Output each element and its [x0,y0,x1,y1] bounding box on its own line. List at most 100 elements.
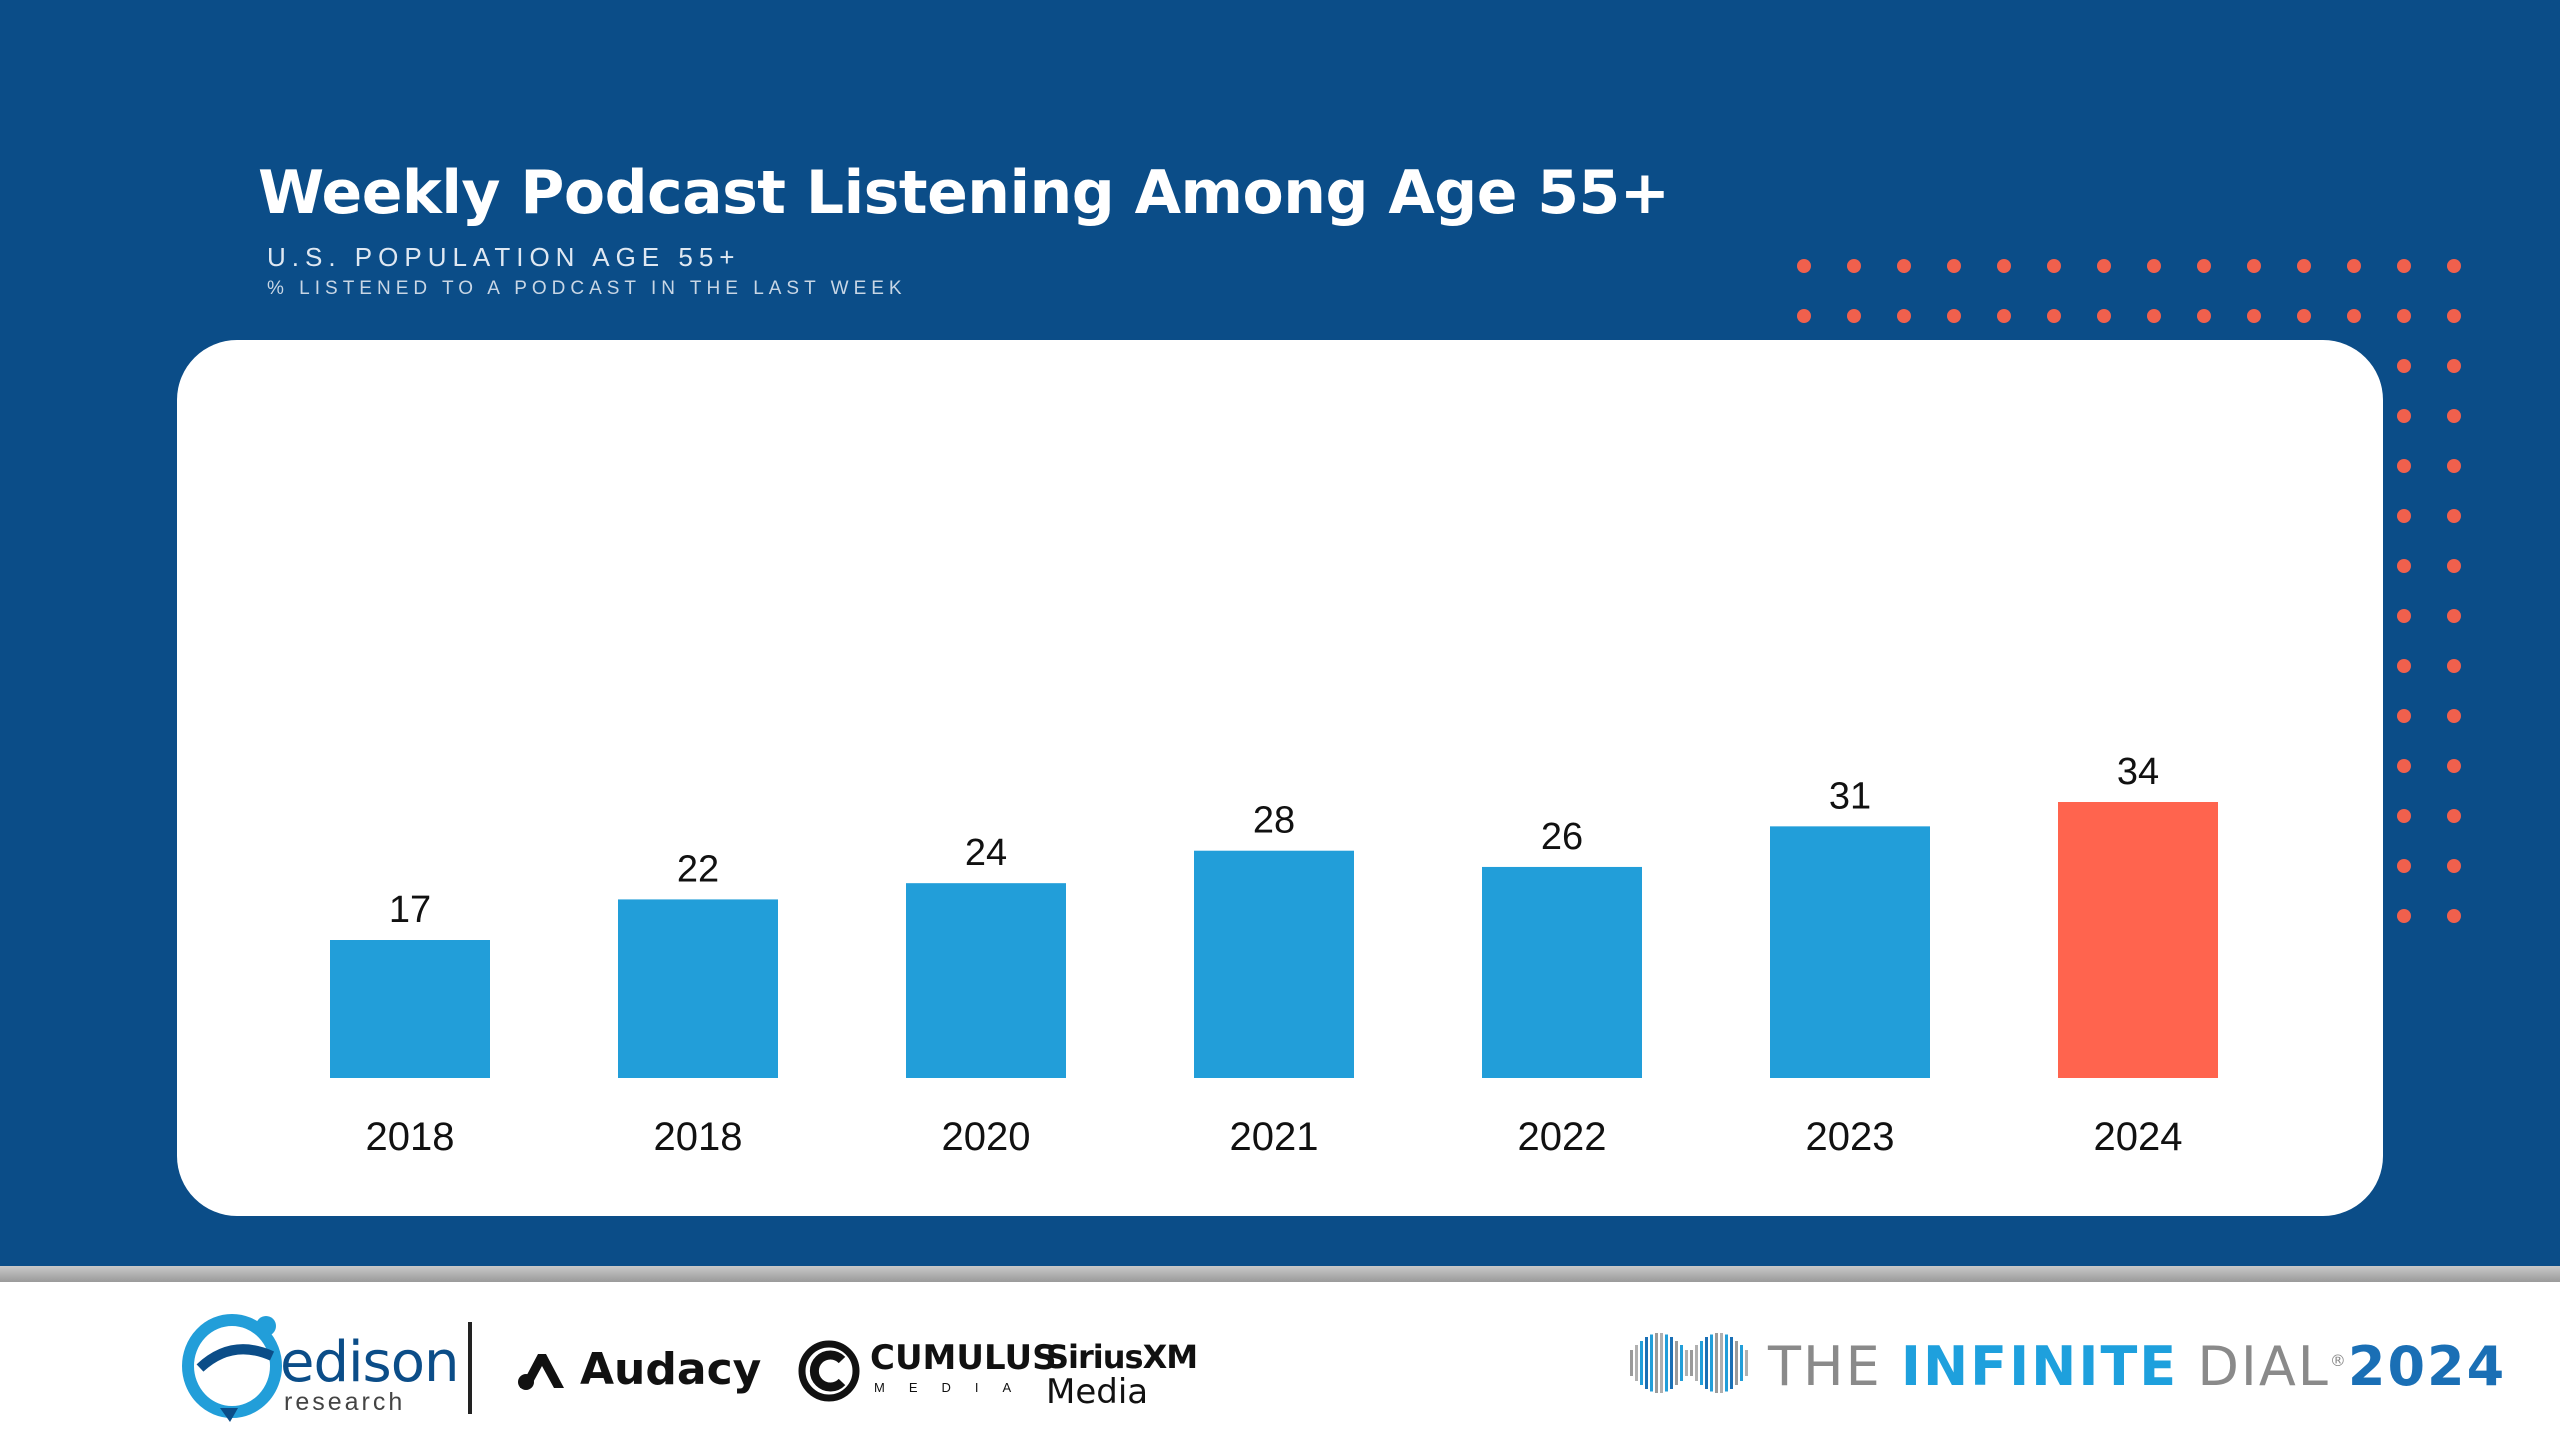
accent-dot [1797,309,1811,323]
infinity-stripe [1680,1345,1683,1381]
accent-dot [2147,259,2161,273]
accent-dot [2447,559,2461,573]
accent-dot [2397,659,2411,673]
accent-dot [2397,259,2411,273]
x-tick-label: 2020 [942,1115,1031,1159]
accent-dot [2447,359,2461,373]
chart-subtitle: U.S. POPULATION AGE 55+ [267,242,741,272]
accent-dot [1797,259,1811,273]
accent-dot [2397,459,2411,473]
chart-title: Weekly Podcast Listening Among Age 55+ [258,158,1670,228]
chart-card: 17 2018 22 2018 24 2020 28 2021 26 2022 31 2023 34 20… [177,340,2383,1216]
data-label: 22 [677,848,719,890]
cumulus-wordmark: CUMULUS [870,1338,1057,1378]
accent-dot [2197,259,2211,273]
x-tick-label: 2023 [1806,1115,1895,1159]
registered-mark: ® [2329,1351,2348,1370]
accent-dot [1947,309,1961,323]
infinity-stripe [1630,1350,1633,1376]
data-label: 26 [1541,816,1583,858]
accent-dot [2447,509,2461,523]
accent-dot [2447,709,2461,723]
data-label: 17 [389,889,431,931]
accent-dot [2397,359,2411,373]
accent-dot [2347,259,2361,273]
bar-2022-4 [1482,866,1642,1078]
accent-dot [2097,259,2111,273]
accent-dot [2397,409,2411,423]
infinite-dial-wordmark: THE INFINITE DIAL®2024 [1768,1335,2506,1398]
accent-dot [2197,309,2211,323]
accent-dot [2397,759,2411,773]
accent-dot [2447,909,2461,923]
accent-dot [2047,259,2061,273]
x-tick-label: 2021 [1230,1115,1319,1159]
data-label: 24 [965,832,1007,874]
infinite-dial-dial: DIAL [2197,1335,2330,1398]
infinity-stripe [1720,1333,1723,1393]
bar-2024-6 [2058,802,2218,1078]
cumulus-c-icon [798,1340,860,1402]
accent-dot [2447,309,2461,323]
bar-chart: 17 2018 22 2018 24 2020 28 2021 26 2022 31 2023 34 20… [330,751,2218,1159]
audacy-mark-icon [518,1354,564,1390]
infinity-stripe [1685,1350,1688,1376]
cumulus-sub-wordmark: MEDIA [874,1380,1036,1395]
accent-dot [2397,859,2411,873]
infinite-dial-name: INFINITE [1900,1335,2179,1398]
infinity-stripe [1715,1333,1718,1393]
accent-dot [2447,659,2461,673]
infinity-stripe [1660,1333,1663,1393]
edison-research-logo: edison research [180,1308,459,1424]
data-label: 28 [1253,800,1295,842]
accent-dot [2397,309,2411,323]
bar-2020-2 [906,883,1066,1078]
x-tick-label: 2022 [1518,1115,1607,1159]
dot-pattern-decoration [1797,259,2461,923]
footer-divider [0,1266,2560,1282]
footer-separator [468,1322,472,1414]
accent-dot [2447,259,2461,273]
accent-dot [2097,309,2111,323]
accent-dot [2397,909,2411,923]
accent-dot [2397,609,2411,623]
bar-2021-3 [1194,850,1354,1078]
infinity-stripe [1705,1337,1708,1389]
edison-sub-wordmark: research [284,1388,406,1416]
accent-dot [2397,509,2411,523]
accent-dot [1847,259,1861,273]
x-tick-label: 2024 [2094,1115,2183,1159]
bar-2023-5 [1770,826,1930,1078]
infinity-stripe [1690,1350,1693,1376]
accent-dot [2247,309,2261,323]
infinity-stripe [1745,1350,1748,1376]
edison-wordmark: edison [280,1330,459,1395]
accent-dot [2447,759,2461,773]
accent-dot [1947,259,1961,273]
accent-dot [2247,259,2261,273]
siriusxm-sub-wordmark: Media [1046,1372,1149,1412]
infinity-stripe [1700,1341,1703,1385]
infinite-dial-year: 2024 [2347,1335,2507,1398]
accent-dot [2397,559,2411,573]
accent-dot [2347,309,2361,323]
accent-dot [1997,309,2011,323]
accent-dot [2147,309,2161,323]
accent-dot [2297,309,2311,323]
accent-dot [2447,609,2461,623]
accent-dot [1847,309,1861,323]
bar-2018-1 [618,899,778,1078]
infinity-stripe [1675,1341,1678,1385]
infinity-stripe [1740,1345,1743,1381]
siriusxm-wordmark: SiriusXM [1046,1338,1198,1376]
chart-question: % LISTENED TO A PODCAST IN THE LAST WEEK [267,278,907,299]
infinity-stripe [1710,1334,1713,1392]
infinite-dial-the: THE [1768,1335,1882,1398]
infinity-stripe [1655,1333,1658,1393]
infinity-stripe [1735,1341,1738,1385]
accent-dot [2447,459,2461,473]
accent-dot [2447,809,2461,823]
infinity-stripe [1645,1337,1648,1389]
accent-dot [1897,309,1911,323]
accent-dot [1897,259,1911,273]
